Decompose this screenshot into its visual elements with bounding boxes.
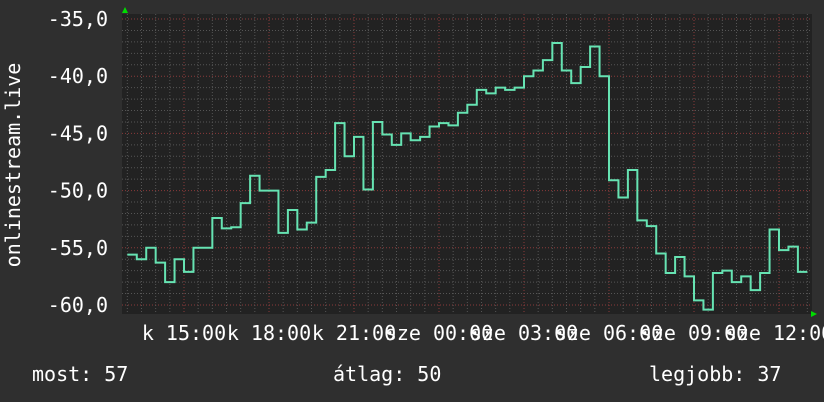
x-tick-label: k 18:00 (227, 321, 311, 345)
x-tick-label: k 21:00 (312, 321, 396, 345)
y-tick-label: -45,0 (48, 121, 108, 145)
x-tick-label: sze 12:00 (725, 321, 824, 345)
legend-average: átlag: 50 (333, 362, 442, 386)
x-tick-label: sze 03:00 (470, 321, 578, 345)
x-tick-label: sze 09:00 (640, 321, 748, 345)
legend-best: legjobb: 37 (649, 362, 782, 386)
series-line (127, 42, 808, 311)
y-tick-label: -35,0 (48, 7, 108, 31)
x-tick-label: sze 06:00 (555, 321, 663, 345)
y-tick-label: -55,0 (48, 236, 108, 260)
y-axis-label: onlinestream.live (1, 63, 25, 268)
y-axis-arrow-icon (122, 7, 128, 13)
y-axis-ticks: -35,0 -40,0 -45,0 -50,0 -55,0 -60,0 (48, 7, 108, 317)
x-tick-label: k 15:00 (142, 321, 226, 345)
grid (122, 14, 812, 314)
legend-current: most: 57 (32, 362, 129, 386)
y-tick-label: -60,0 (48, 293, 108, 317)
x-axis-arrow-icon (811, 311, 817, 317)
y-tick-label: -50,0 (48, 179, 108, 203)
x-tick-label: sze 00:00 (385, 321, 493, 345)
y-tick-label: -40,0 (48, 64, 108, 88)
